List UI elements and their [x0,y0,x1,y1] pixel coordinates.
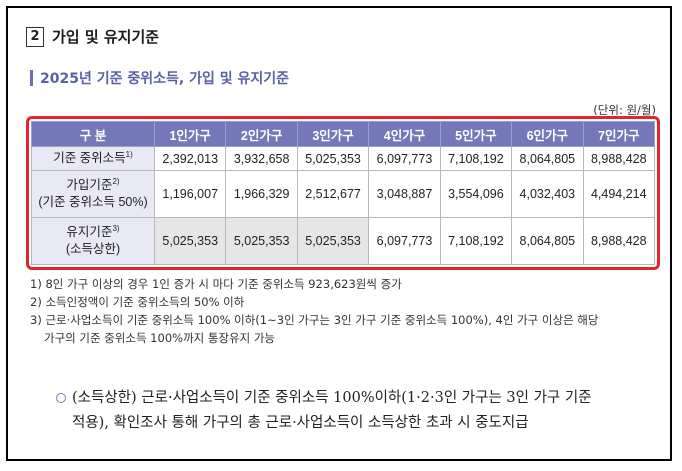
footnotes: 1) 8인 가구 이상의 경우 1인 증가 시 마다 기준 중위소득 923,6… [30,275,598,347]
row-label: 가입기준2) (기준 중위소득 50%) [31,170,155,219]
row-label-sup: 3) [112,224,120,234]
footnote: 3) 근로·사업소득이 기준 중위소득 100% 이하(1~3인 가구는 3인 … [30,313,599,327]
table-cell: 8,064,805 [511,217,584,265]
subtitle: 2025년 기준 중위소득, 가입 및 유지기준 [40,71,289,87]
table-highlight-box: 구 분 1인가구 2인가구 3인가구 4인가구 5인가구 6인가구 7인가구 기… [26,116,660,270]
footnote: 2) 소득인정액이 기준 중위소득의 50% 이하 [30,295,245,309]
row-label-text: 가입기준 [66,178,113,193]
circle-bullet-icon [56,393,66,403]
table-cell: 4,032,403 [511,170,584,219]
table-cell: 5,025,353 [153,217,227,265]
header-cell: 6인가구 [511,121,584,147]
row-label-sup: 1) [125,150,133,160]
income-table: 구 분 1인가구 2인가구 3인가구 4인가구 5인가구 6인가구 7인가구 기… [31,121,656,265]
table-cell: 3,932,658 [225,145,298,172]
row-label: 기준 중위소득1) [31,145,155,172]
footnote-continuation: 가구의 기준 중위소득 100%까지 통장유지 가능 [44,331,276,345]
paragraph-line: (소득상한) 근로·사업소득이 기준 중위소득 100%이하(1·2·3인 가구… [72,390,592,406]
header-cell: 구 분 [31,121,155,147]
bullet-paragraph: (소득상한) 근로·사업소득이 기준 중위소득 100%이하(1·2·3인 가구… [56,386,656,436]
header-cell: 4인가구 [368,121,441,147]
section-title: 가입 및 유지기준 [52,28,160,46]
row-label: 유지기준3) (소득상한) [31,217,155,265]
table-cell: 2,512,677 [296,170,370,219]
header-cell: 2인가구 [225,121,298,147]
subtitle-heading: 2025년 기준 중위소득, 가입 및 유지기준 [30,68,289,88]
header-cell: 5인가구 [439,121,513,147]
table-cell: 2,392,013 [153,145,227,172]
table-row: 가입기준2) (기준 중위소득 50%) 1,196,007 1,966,329… [31,170,656,219]
row-label-subtext: (기준 중위소득 50%) [38,195,148,210]
section-heading: 2 가입 및 유지기준 [26,26,159,47]
table-header-row: 구 분 1인가구 2인가구 3인가구 4인가구 5인가구 6인가구 7인가구 [31,121,656,147]
row-label-sup: 2) [112,177,120,187]
section-number: 2 [26,26,44,47]
table-row: 기준 중위소득1) 2,392,013 3,932,658 5,025,353 … [31,145,656,172]
table-cell: 1,966,329 [225,170,298,219]
table-row: 유지기준3) (소득상한) 5,025,353 5,025,353 5,025,… [31,217,656,265]
row-label-subtext: (소득상한) [65,242,121,257]
page-frame [6,6,672,461]
row-label-text: 기준 중위소득 [53,151,126,166]
table-cell: 5,025,353 [225,217,298,265]
table-cell: 5,025,353 [296,145,370,172]
table-cell: 8,064,805 [511,145,584,172]
table-cell: 8,988,428 [582,145,656,172]
paragraph-line: 적용), 확인조사 통해 가구의 총 근로·사업소득이 소득상한 초과 시 중도… [72,415,529,431]
header-cell: 7인가구 [582,121,656,147]
table-cell: 6,097,773 [368,217,441,265]
table-cell: 1,196,007 [153,170,227,219]
table-cell: 7,108,192 [439,217,513,265]
subtitle-bar [30,70,33,86]
table-cell: 4,494,214 [582,170,656,219]
table-cell: 8,988,428 [582,217,656,265]
table-cell: 3,048,887 [368,170,441,219]
footnote: 1) 8인 가구 이상의 경우 1인 증가 시 마다 기준 중위소득 923,6… [30,277,402,291]
table-cell: 7,108,192 [439,145,513,172]
table-cell: 3,554,096 [439,170,513,219]
header-cell: 1인가구 [153,121,227,147]
unit-label: (단위: 원/월) [593,103,656,117]
table-cell: 5,025,353 [296,217,370,265]
table-cell: 6,097,773 [368,145,441,172]
header-cell: 3인가구 [296,121,370,147]
row-label-text: 유지기준 [66,225,113,240]
